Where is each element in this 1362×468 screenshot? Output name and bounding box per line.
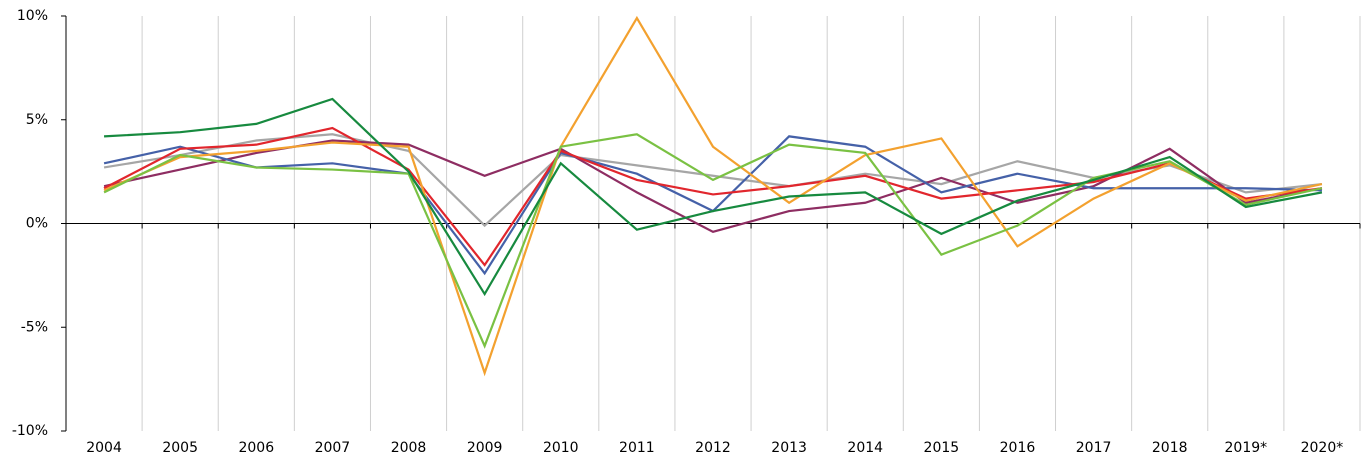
series-line bbox=[103, 139, 1323, 233]
x-tick-label: 2010 bbox=[543, 440, 579, 456]
x-tick-label: 2014 bbox=[847, 440, 883, 456]
x-tick-label: 2018 bbox=[1152, 440, 1188, 456]
y-tick-label: 10% bbox=[17, 8, 48, 24]
x-tick-label: 2005 bbox=[162, 440, 198, 456]
x-tick-label: 2008 bbox=[391, 440, 427, 456]
x-tick-label: 2020* bbox=[1301, 440, 1344, 456]
y-tick-label: 0% bbox=[26, 216, 48, 232]
x-tick-label: 2015 bbox=[924, 440, 960, 456]
series-line bbox=[103, 15, 1323, 377]
x-tick-label: 2019* bbox=[1225, 440, 1268, 456]
y-tick-label: -5% bbox=[21, 319, 48, 335]
y-tick-label: 5% bbox=[26, 112, 48, 128]
x-tick-label: 2016 bbox=[1000, 440, 1036, 456]
x-tick-label: 2007 bbox=[315, 440, 351, 456]
x-tick-label: 2012 bbox=[695, 440, 731, 456]
x-tick-label: 2017 bbox=[1076, 440, 1112, 456]
series-line bbox=[103, 135, 1322, 276]
series-line bbox=[103, 97, 1323, 297]
x-tick-label: 2013 bbox=[771, 440, 807, 456]
x-tick-label: 2004 bbox=[86, 440, 122, 456]
series-line bbox=[103, 126, 1323, 267]
y-tick-label: -10% bbox=[12, 423, 48, 439]
x-tick-label: 2009 bbox=[467, 440, 503, 456]
x-tick-label: 2006 bbox=[238, 440, 274, 456]
x-tick-label: 2011 bbox=[619, 440, 655, 456]
